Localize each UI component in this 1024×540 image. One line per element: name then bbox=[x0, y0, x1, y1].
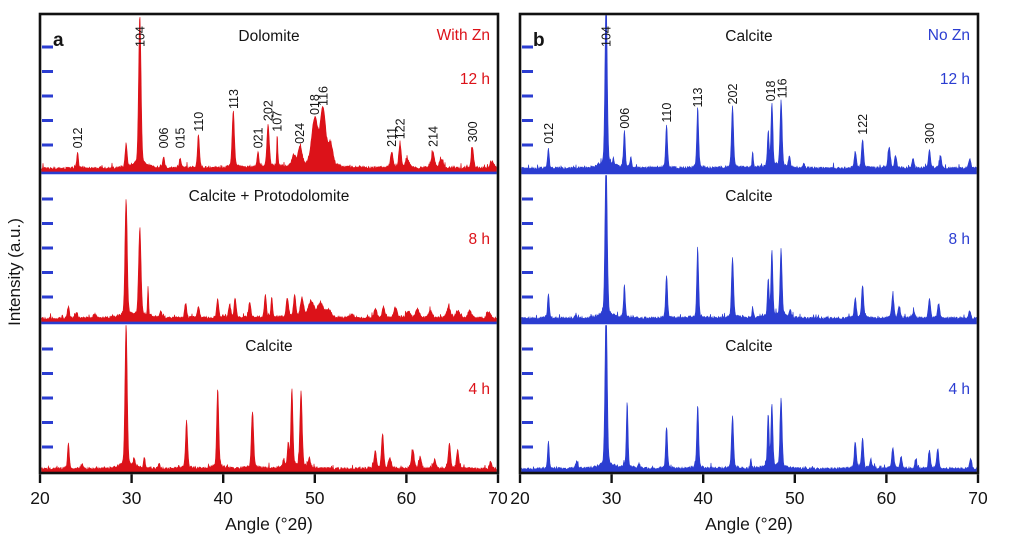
miller-index-label: 122 bbox=[856, 114, 870, 135]
time-label: 8 h bbox=[948, 231, 970, 248]
miller-index-label: 214 bbox=[426, 126, 440, 147]
miller-index-label: 024 bbox=[293, 123, 307, 144]
xrd-trace-a-8h bbox=[41, 199, 497, 323]
miller-index-label: 113 bbox=[691, 87, 705, 107]
xrd-trace-b-12h bbox=[521, 15, 977, 173]
phase-label: Calcite bbox=[725, 338, 772, 355]
miller-index-label: 104 bbox=[600, 26, 614, 47]
x-tick-label: 30 bbox=[122, 488, 142, 508]
miller-index-label: 211 bbox=[385, 127, 399, 147]
miller-index-label: 110 bbox=[660, 103, 674, 123]
x-tick-label: 50 bbox=[785, 488, 805, 508]
miller-index-label: 107 bbox=[271, 111, 285, 132]
xrd-trace-b-8h bbox=[521, 175, 977, 323]
miller-index-label: 018 bbox=[308, 94, 322, 115]
time-label: 12 h bbox=[940, 71, 970, 88]
x-tick-label: 20 bbox=[30, 488, 50, 508]
miller-index-label: 113 bbox=[227, 89, 241, 109]
x-axis-title: Angle (°2θ) bbox=[705, 514, 793, 534]
miller-index-label: 006 bbox=[618, 108, 632, 129]
miller-index-label: 110 bbox=[192, 112, 206, 132]
x-tick-label: 20 bbox=[510, 488, 530, 508]
miller-index-label: 300 bbox=[923, 123, 937, 144]
condition-label: No Zn bbox=[928, 27, 970, 44]
miller-index-label: 202 bbox=[262, 100, 276, 121]
phase-label: Calcite bbox=[245, 338, 292, 355]
miller-index-label: 116 bbox=[317, 86, 331, 106]
time-label: 12 h bbox=[460, 71, 490, 88]
xrd-trace-a-12h bbox=[41, 17, 497, 173]
time-label: 4 h bbox=[468, 381, 490, 398]
panel-frame bbox=[38, 12, 500, 475]
panel-b: 20 30 40 50 60 70 Angle (°2θ) b No Zn Calcite 12 h… bbox=[510, 12, 988, 534]
miller-index-label: 202 bbox=[726, 84, 740, 105]
phase-label: Calcite bbox=[725, 188, 772, 205]
x-tick-label: 40 bbox=[693, 488, 713, 508]
miller-index-label: 104 bbox=[133, 26, 147, 47]
miller-index-label: 012 bbox=[71, 127, 85, 148]
miller-index-label: 021 bbox=[252, 127, 266, 148]
time-label: 4 h bbox=[948, 381, 970, 398]
miller-index-label: 015 bbox=[174, 127, 188, 148]
miller-index-label: 300 bbox=[466, 121, 480, 142]
panel-letter: a bbox=[53, 30, 64, 51]
time-label: 8 h bbox=[468, 231, 490, 248]
condition-label: With Zn bbox=[437, 27, 490, 44]
x-tick-label: 70 bbox=[488, 488, 508, 508]
miller-index-label: 018 bbox=[764, 80, 778, 101]
x-tick-label: 70 bbox=[968, 488, 988, 508]
miller-index-label: 116 bbox=[775, 78, 789, 98]
panel-frame bbox=[518, 12, 980, 475]
panel-a: 20 30 40 50 60 70 Angle (°2θ) a With Zn Dolomite 1… bbox=[30, 12, 508, 534]
x-tick-label: 60 bbox=[877, 488, 897, 508]
xrd-trace-b-4h bbox=[521, 325, 977, 474]
panel-letter: b bbox=[533, 30, 545, 51]
y-axis-title: Intensity (a.u.) bbox=[5, 218, 24, 326]
x-tick-label: 30 bbox=[602, 488, 622, 508]
x-tick-label: 40 bbox=[213, 488, 233, 508]
miller-index-label: 122 bbox=[393, 118, 407, 139]
phase-label: Calcite bbox=[725, 28, 772, 45]
phase-label: Dolomite bbox=[238, 28, 299, 45]
phase-label: Calcite + Protodolomite bbox=[189, 188, 350, 205]
miller-index-label: 012 bbox=[542, 123, 556, 144]
x-axis-title: Angle (°2θ) bbox=[225, 514, 313, 534]
xrd-trace-a-4h bbox=[41, 325, 497, 474]
miller-index-label: 006 bbox=[157, 127, 171, 148]
x-tick-label: 50 bbox=[305, 488, 325, 508]
x-tick-label: 60 bbox=[397, 488, 417, 508]
